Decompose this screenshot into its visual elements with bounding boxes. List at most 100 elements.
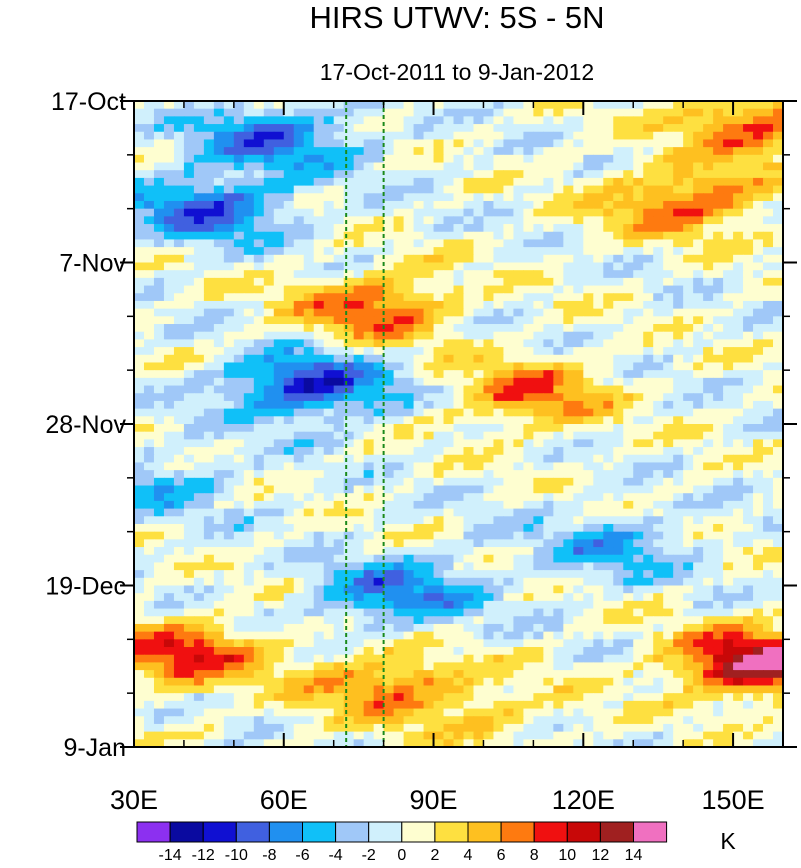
field-cell	[253, 377, 265, 387]
field-cell	[413, 477, 425, 487]
field-cell	[703, 424, 714, 433]
field-cell	[323, 377, 335, 387]
field-cell	[423, 270, 435, 279]
field-cell	[653, 470, 664, 479]
field-cell	[293, 216, 305, 225]
field-cell	[463, 101, 475, 110]
field-cell	[333, 224, 345, 233]
field-cell	[363, 416, 375, 425]
field-cell	[653, 247, 664, 256]
field-cell	[723, 239, 734, 248]
field-cell	[243, 254, 255, 264]
field-cell	[663, 200, 674, 210]
field-cell	[673, 377, 684, 387]
field-cell	[463, 577, 475, 587]
field-cell	[623, 101, 634, 110]
field-cell	[623, 300, 634, 310]
field-cell	[393, 554, 405, 564]
field-cell	[283, 523, 295, 533]
field-cell	[213, 616, 225, 625]
field-cell	[173, 523, 185, 533]
field-cell	[753, 262, 764, 271]
field-cell	[293, 424, 305, 433]
field-cell	[293, 677, 305, 687]
field-cell	[273, 293, 285, 302]
field-cell	[493, 162, 505, 171]
field-cell	[433, 685, 445, 694]
field-cell	[593, 193, 604, 202]
field-cell	[223, 300, 235, 310]
field-cell	[373, 239, 385, 248]
field-cell	[573, 385, 584, 394]
field-cell	[443, 400, 455, 410]
field-cell	[383, 631, 395, 640]
field-cell	[493, 362, 505, 371]
field-cell	[393, 531, 405, 540]
field-cell	[423, 170, 435, 179]
field-cell	[193, 600, 205, 610]
field-cell	[163, 616, 175, 625]
field-cell	[743, 147, 754, 156]
field-cell	[763, 247, 774, 256]
field-cell	[413, 377, 425, 387]
field-cell	[143, 608, 155, 617]
field-cell	[423, 416, 435, 425]
field-cell	[653, 347, 664, 356]
field-cell	[213, 631, 225, 640]
field-cell	[523, 623, 534, 633]
field-cell	[363, 139, 375, 148]
field-cell	[283, 577, 295, 587]
field-cell	[473, 616, 485, 625]
field-cell	[593, 523, 604, 533]
field-cell	[463, 231, 475, 241]
field-cell	[373, 339, 385, 348]
field-cell	[533, 431, 544, 440]
field-cell	[143, 339, 155, 348]
field-cell	[163, 454, 175, 464]
field-cell	[163, 262, 175, 271]
field-cell	[163, 400, 175, 410]
field-cell	[443, 293, 455, 302]
field-cell	[763, 424, 774, 433]
field-cell	[643, 470, 654, 479]
field-cell	[503, 577, 515, 587]
field-cell	[313, 608, 325, 617]
field-cell	[233, 308, 245, 317]
field-cell	[153, 639, 165, 648]
field-cell	[323, 308, 335, 317]
field-cell	[343, 370, 355, 379]
field-cell	[553, 300, 564, 310]
field-cell	[623, 600, 634, 610]
field-cell	[333, 516, 345, 525]
field-cell	[503, 508, 515, 517]
field-cell	[473, 101, 485, 110]
field-cell	[573, 600, 584, 610]
field-cell	[383, 470, 395, 479]
field-cell	[213, 177, 225, 187]
field-cell	[373, 593, 385, 602]
field-cell	[453, 670, 465, 679]
field-cell	[423, 393, 435, 402]
field-cell	[323, 485, 335, 494]
field-cell	[293, 262, 305, 271]
field-cell	[733, 677, 744, 687]
field-cell	[373, 147, 385, 156]
field-cell	[583, 370, 594, 379]
field-cell	[563, 370, 574, 379]
field-cell	[753, 447, 764, 456]
field-cell	[543, 393, 554, 402]
field-cell	[463, 662, 475, 671]
field-cell	[533, 354, 544, 364]
field-cell	[333, 385, 345, 394]
field-cell	[383, 208, 395, 217]
field-cell	[473, 124, 485, 133]
field-cell	[153, 162, 165, 171]
field-cell	[323, 570, 335, 579]
field-cell	[653, 124, 664, 133]
field-cell	[223, 670, 235, 679]
field-cell	[533, 623, 544, 633]
field-cell	[413, 654, 425, 663]
field-cell	[483, 462, 495, 471]
field-cell	[453, 562, 465, 571]
field-cell	[463, 154, 475, 164]
